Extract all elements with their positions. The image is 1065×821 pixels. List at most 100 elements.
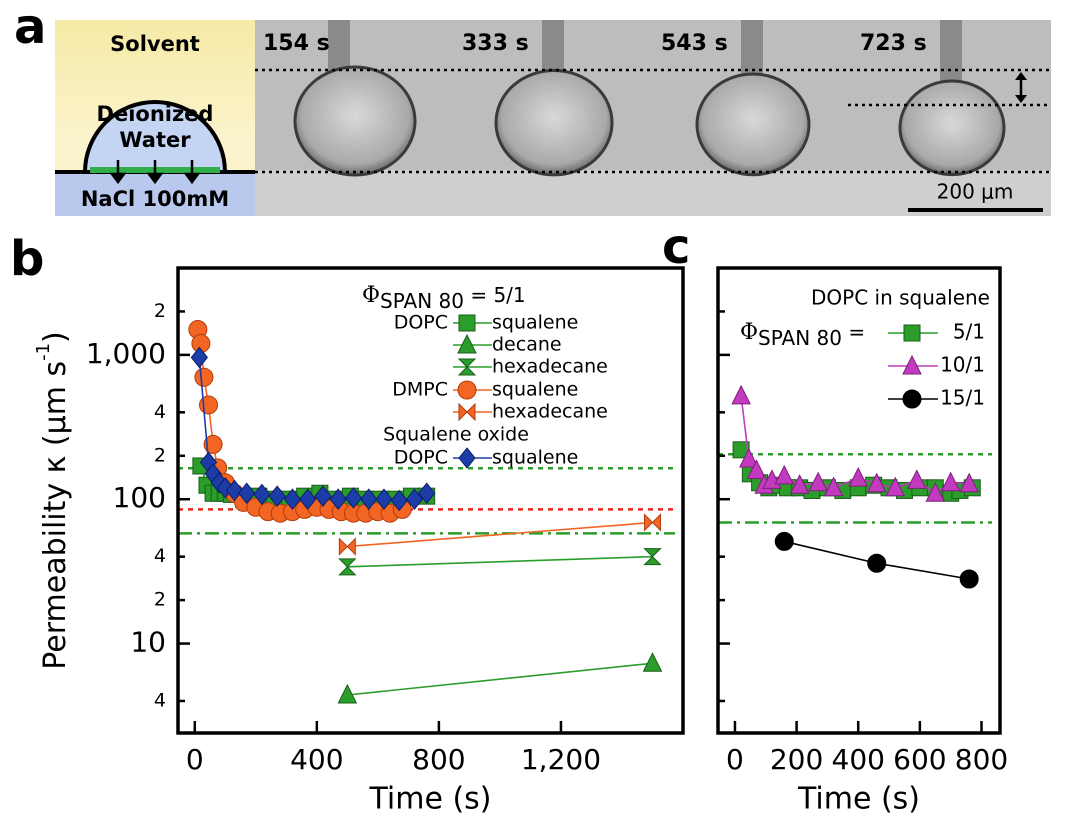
schematic-label: Solvent [110,32,200,56]
marker [458,314,476,332]
chart-b: 4 10 2 4 100 2 4 1,000 2 0 400 800 1,200 Time (s) Perm… [33,266,685,817]
legend-group: Squalene oxide [383,424,529,446]
marker [808,471,828,492]
marker [906,469,927,489]
x-axis-label: Time (s) [369,782,492,817]
marker [238,482,256,505]
legend-group: DOPC [394,447,448,469]
background-band [653,170,852,216]
marker [642,652,663,672]
marker [746,459,767,480]
y-tick-label: 2 [154,589,166,611]
background-band [454,170,653,216]
marker [314,485,332,507]
series-line [347,662,653,696]
marker [329,488,347,511]
series-line [347,521,653,548]
x-tick-label: 1,200 [521,743,601,776]
marker [458,447,476,469]
x-tick-label: 800 [955,743,1008,776]
x-tick-label: 0 [726,743,744,776]
legend-title-symbol: Φ [740,320,758,345]
marker [959,569,979,589]
legend-title-text: = 5/1 [464,283,526,307]
y-axis-label-main: Permeability κ (μm s [38,361,73,670]
panel-label: c [662,219,690,275]
legend-label: decane [492,334,562,356]
marker [848,467,869,487]
marker [375,488,393,511]
marker [457,380,477,400]
marker [731,384,751,405]
series-line [347,555,653,568]
y-tick-label: 4 [154,545,166,567]
y-tick-label: 2 [154,300,166,322]
droplet [898,79,1006,177]
marker [457,333,477,354]
frame-time: 723 s [860,31,927,56]
marker [418,482,436,505]
marker [866,472,887,493]
marker [344,487,363,509]
droplet [695,72,811,177]
scale-bar-label: 200 μm [937,180,1014,204]
marker [268,485,286,507]
legend-title-text: = [842,320,865,344]
marker [823,476,844,497]
legend-group: DMPC [392,379,448,401]
plot-frame [716,266,1002,735]
legend-label: 5/1 [953,320,985,344]
marker [739,447,759,468]
y-tick-label: 4 [154,401,166,423]
schematic-label: NaCl 100mM [81,187,229,211]
marker [458,402,476,422]
x-tick-label: 400 [290,743,343,776]
marker [885,476,906,497]
legend-label: hexadecane [492,401,608,423]
frame-time: 154 s [263,31,330,56]
marker [283,488,302,511]
marker [203,434,223,454]
marker [903,324,921,342]
droplet [293,65,417,177]
marker [959,472,979,493]
legend-heading: DOPC in squalene [811,286,990,310]
y-axis-label: Permeability κ (μm s-1) [33,331,73,670]
marker [360,488,378,511]
legend-label: 15/1 [940,386,985,410]
marker [643,548,662,566]
frame-time: 333 s [462,31,529,56]
marker [457,358,477,376]
frame-time: 543 s [661,31,728,56]
marker [774,531,794,551]
marker [867,553,887,573]
legend-group: DOPC [394,312,448,334]
x-tick-label: 800 [412,743,465,776]
legend-label: squalene [492,447,578,469]
panel-label: b [10,231,44,287]
marker [337,683,358,704]
legend-title-symbol: Φ [362,283,380,308]
legend-label: 10/1 [940,353,985,377]
y-tick-label: 10 [130,626,166,659]
x-axis-label: Time (s) [797,782,920,817]
marker [940,471,961,492]
chart-c: 0 200 400 600 800 Time (s) DOPC in squalene ΦSP… [716,266,1008,817]
y-axis-label-superscript: -1 [33,343,54,361]
marker [194,367,214,387]
y-tick-label: 1,000 [86,337,166,370]
arrow-head [1015,72,1027,103]
y-axis-label-end: ) [38,331,73,343]
micrographs: 154 s 333 s 543 s 723 s 200 μm [255,20,1051,216]
marker [643,513,661,532]
schematic-label: Deionized [97,102,214,126]
marker [225,479,244,502]
droplet [494,69,614,177]
marker [774,464,795,485]
x-tick-label: 200 [770,743,823,776]
legend-title: ΦSPAN 80 = [740,320,865,350]
marker [390,489,408,512]
y-tick-label: 4 [154,689,166,711]
legend-title-subscript: SPAN 80 [380,289,464,313]
